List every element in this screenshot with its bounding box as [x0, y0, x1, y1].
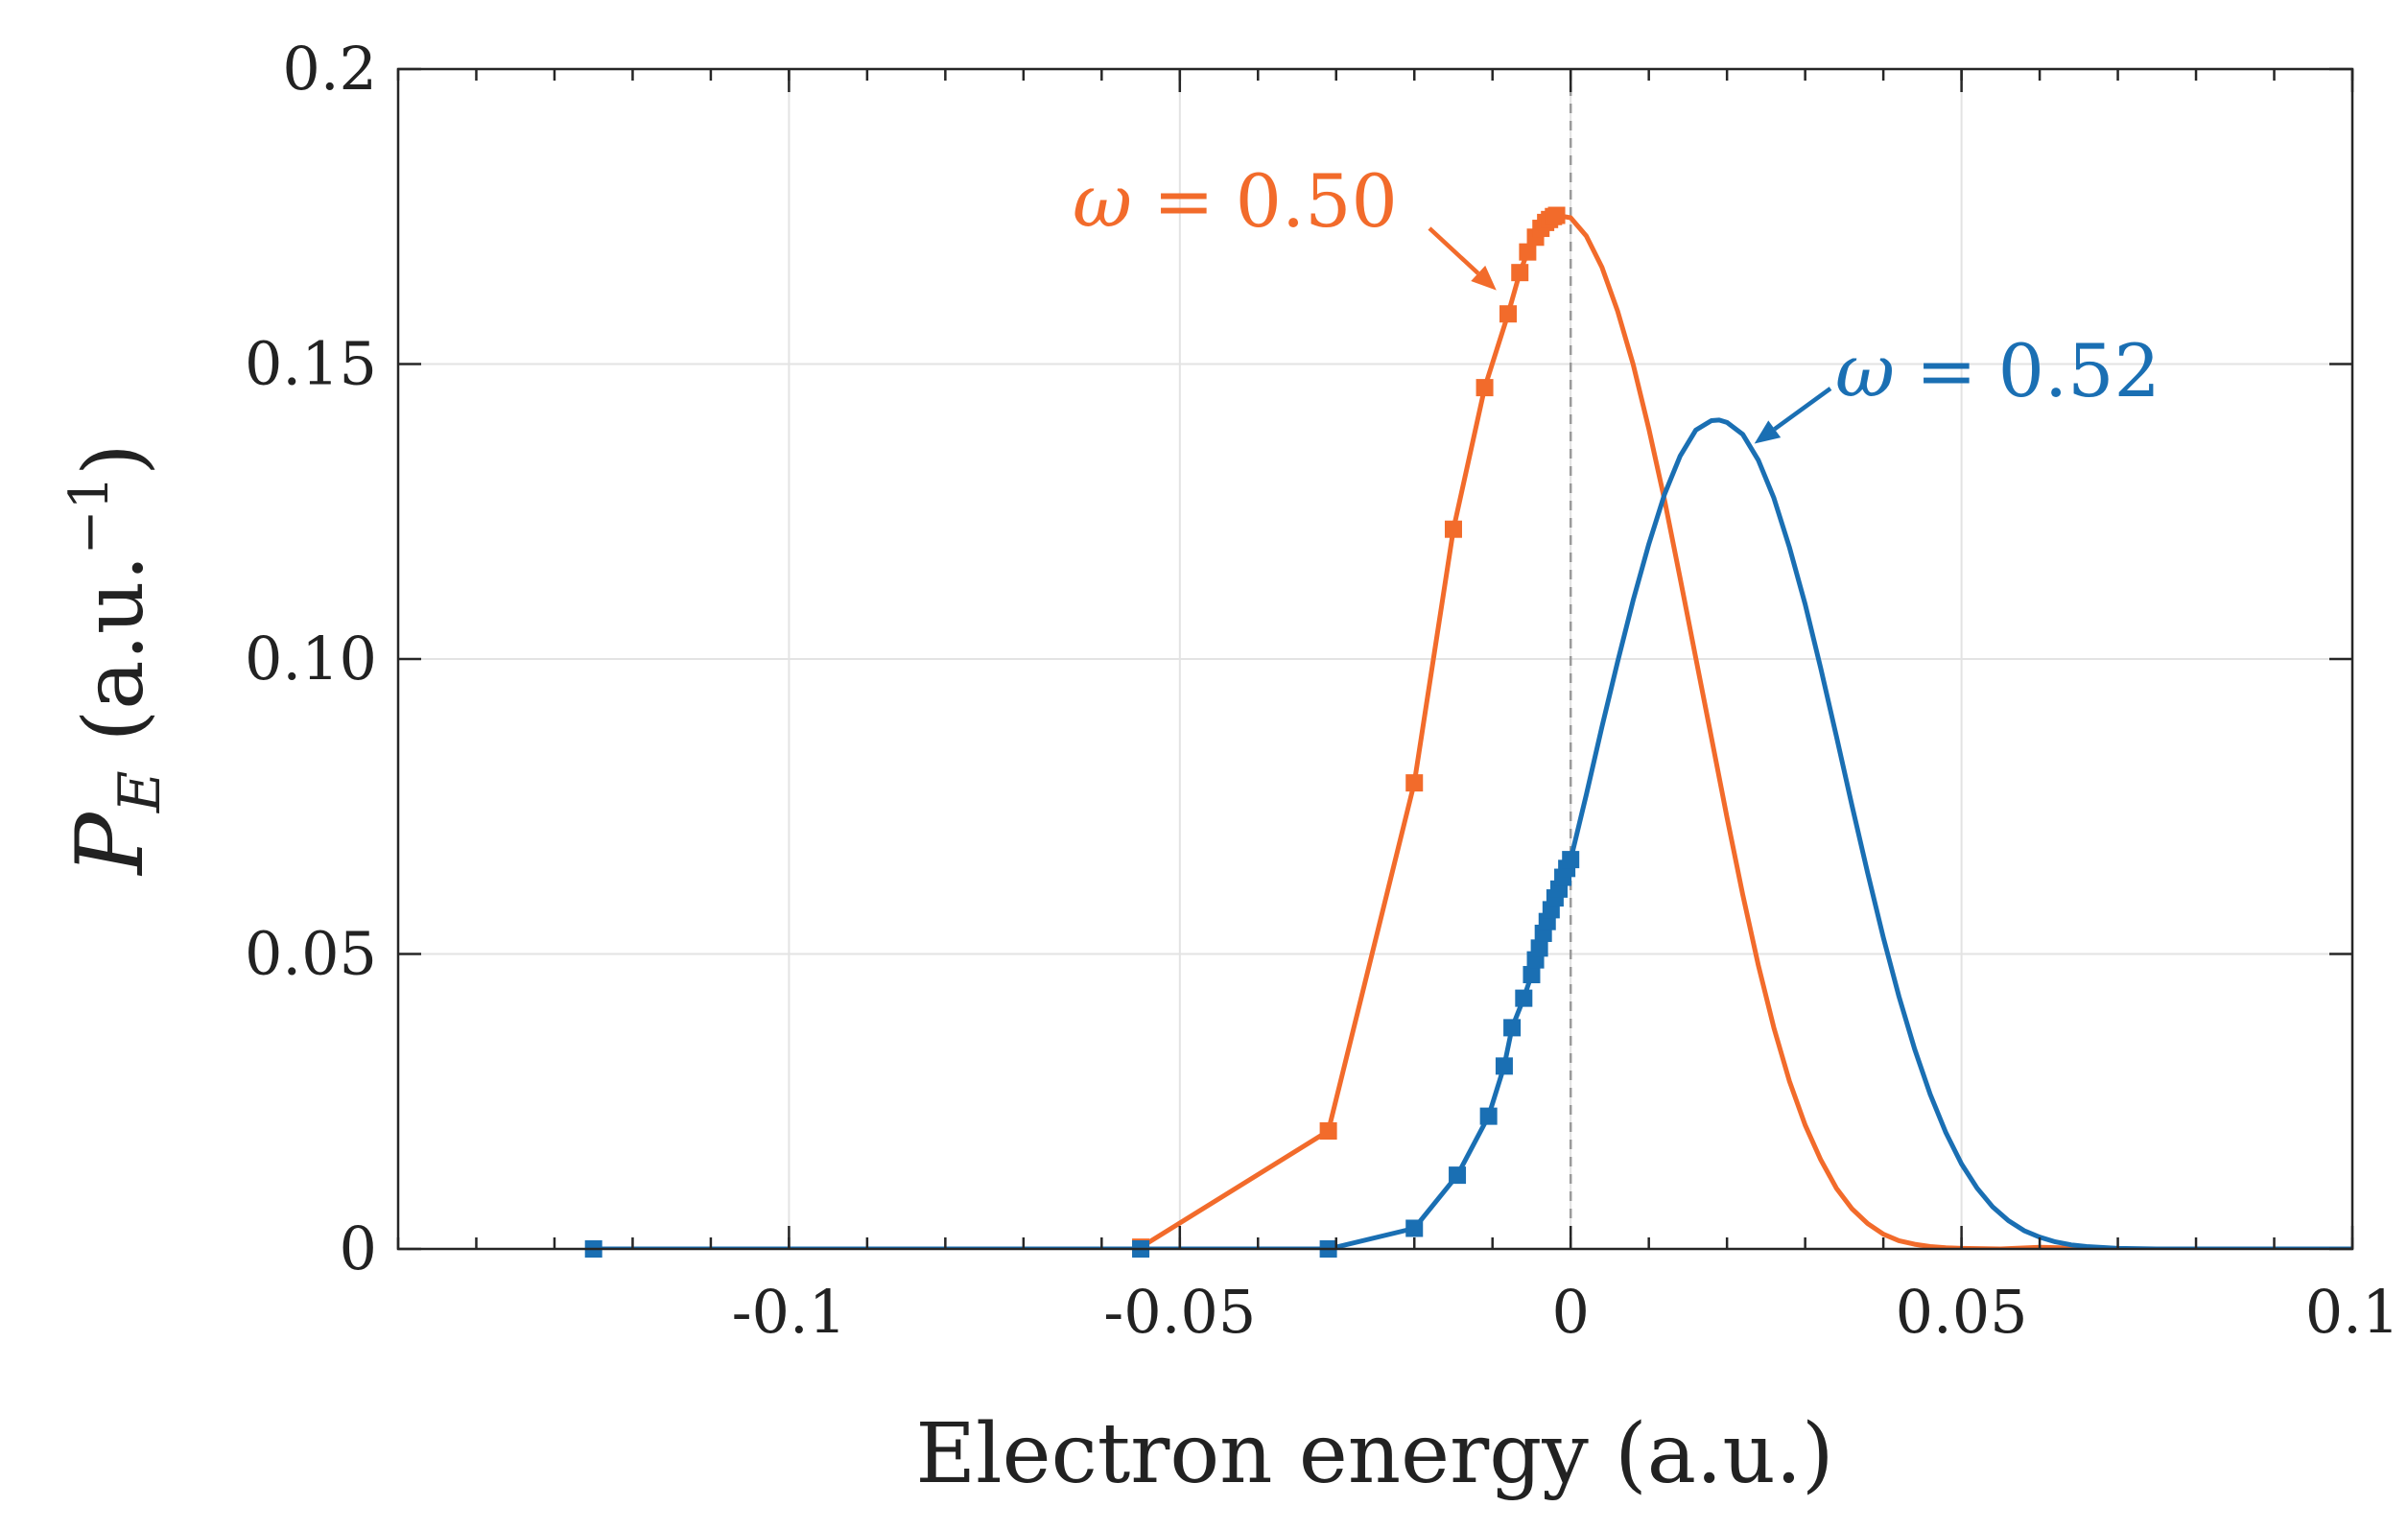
y-tick-label: 0.05 — [245, 919, 377, 989]
data-point-omega_050 — [1499, 305, 1518, 323]
data-point-omega_052 — [1523, 966, 1541, 984]
omega-symbol: ω — [1835, 328, 1895, 413]
y-tick-label: 0 — [340, 1213, 377, 1283]
x-axis-title: Electron energy (a.u.) — [915, 1406, 1833, 1502]
data-point-omega_050 — [1475, 379, 1494, 397]
x-tick-label: -0.1 — [732, 1277, 847, 1347]
svg-text:PE(a.u.−1): PE (a.u.−1) — [57, 443, 174, 876]
x-tick-label: -0.05 — [1103, 1277, 1256, 1347]
omega-value: 0.52 — [1998, 328, 2160, 413]
y-tick-label: 0.15 — [245, 329, 377, 399]
data-point-omega_052 — [1530, 939, 1548, 957]
data-point-omega_050 — [1405, 774, 1424, 792]
arrow-head-052 — [1754, 420, 1782, 444]
x-tick-labels: -0.1 -0.05 0 0.05 0.1 — [732, 1277, 2400, 1347]
data-point-omega_052 — [1503, 1019, 1522, 1037]
data-point-omega_050 — [1319, 1122, 1337, 1140]
annotation-omega-050-label: ω = 0.50 — [1073, 158, 1398, 244]
x-tick-label: 0 — [1551, 1277, 1589, 1347]
y-axis-title-close: ) — [66, 443, 162, 476]
data-point-omega_050 — [1444, 520, 1462, 538]
data-point-omega_052 — [1495, 1057, 1513, 1075]
data-point-omega_052 — [1405, 1219, 1424, 1237]
data-point-omega_052 — [1449, 1166, 1467, 1185]
annotation-omega-052: ω = 0.52 — [1754, 328, 2160, 444]
tick-marks — [396, 67, 2354, 1251]
data-point-omega_050 — [1511, 264, 1529, 282]
series-line-omega_050 — [1139, 213, 2352, 1249]
y-axis-title-subscript: E — [106, 770, 174, 813]
annotation-arrow-052 — [1773, 387, 1832, 432]
grid — [398, 68, 2353, 1250]
arrow-head-050 — [1471, 265, 1497, 291]
data-point-omega_052 — [1562, 851, 1580, 869]
data-point-omega_050 — [1547, 206, 1566, 224]
annotation-arrow-050 — [1428, 226, 1480, 275]
omega-symbol: ω — [1073, 158, 1132, 244]
y-tick-label: 0.10 — [245, 624, 377, 694]
series-line-omega_052 — [593, 417, 2352, 1249]
data-point-omega_050 — [1519, 243, 1537, 261]
annotation-omega-052-label: ω = 0.52 — [1835, 328, 2160, 413]
equals-sign: = — [1916, 328, 1977, 413]
omega-value: 0.50 — [1236, 158, 1398, 244]
y-axis-title: PE (a.u.−1) — [57, 443, 174, 876]
x-tick-label: 0.1 — [2305, 1277, 2400, 1347]
y-tick-labels: 0 0.05 0.10 0.15 0.2 — [245, 34, 377, 1283]
y-axis-title-exponent: −1 — [59, 476, 121, 555]
y-axis-title-unit: (a.u. — [66, 554, 162, 741]
annotation-omega-050: ω = 0.50 — [1073, 158, 1497, 291]
data-point-omega_052 — [1515, 989, 1533, 1007]
y-tick-label: 0.2 — [282, 34, 377, 104]
equals-sign: = — [1153, 158, 1215, 244]
data-point-omega_052 — [1479, 1107, 1498, 1125]
y-axis-title-symbol: P — [57, 812, 164, 877]
x-tick-label: 0.05 — [1896, 1277, 2028, 1347]
